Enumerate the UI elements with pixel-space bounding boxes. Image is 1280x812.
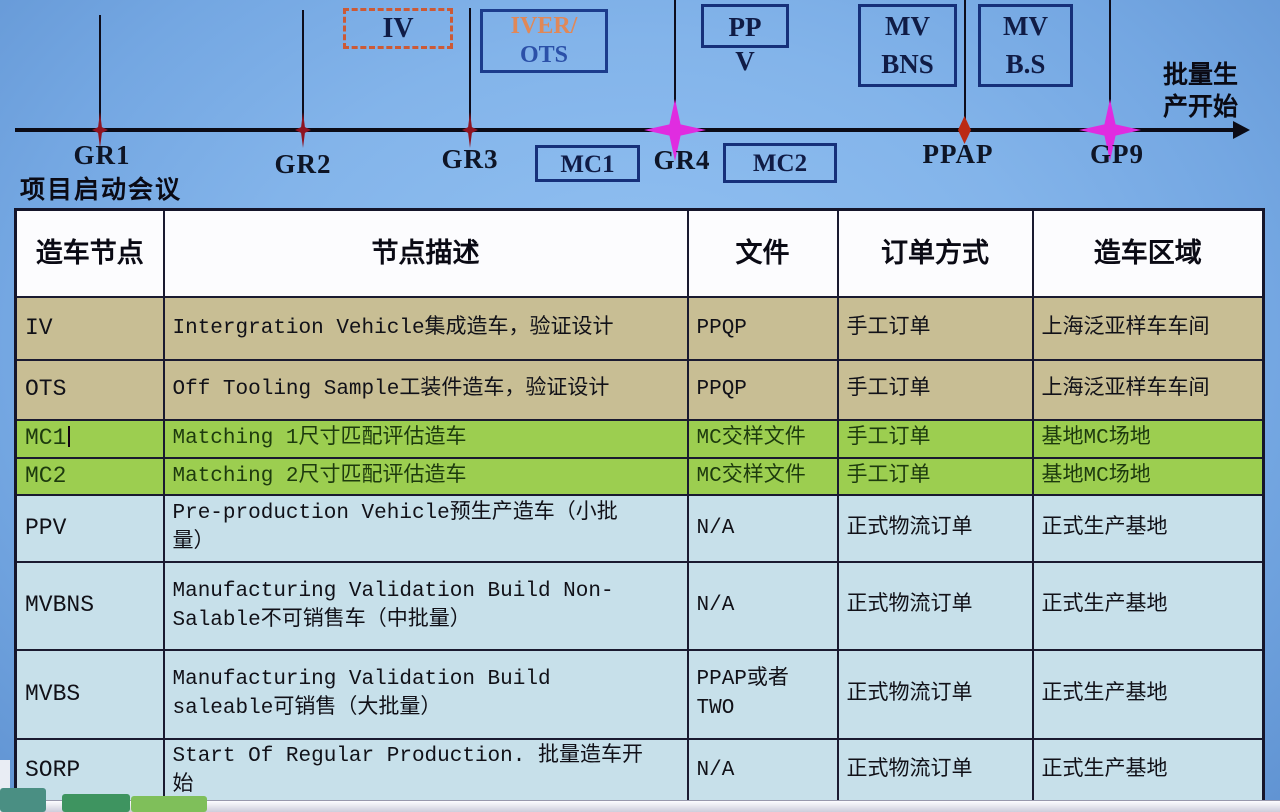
cell-area: 上海泛亚样车车间 — [1031, 358, 1265, 421]
gr1-tick-line — [99, 15, 101, 130]
text-cursor — [68, 426, 71, 447]
timeline-axis — [15, 128, 1237, 132]
ppv-overflow-label: V — [735, 46, 755, 76]
cell-node: MVBS — [14, 648, 165, 740]
iver-ots-phase-box: IVER/ OTS — [480, 9, 608, 73]
ppv-phase-box: PP — [701, 4, 789, 48]
header-build-node: 造车节点 — [14, 208, 165, 298]
table-row: MC1 Matching 1尺寸匹配评估造车 MC交样文件 手工订单 基地MC场… — [14, 418, 1265, 459]
table-header-row: 造车节点 节点描述 文件 订单方式 造车区域 — [14, 208, 1265, 298]
header-node-desc: 节点描述 — [162, 208, 689, 298]
cell-doc: PPAP或者 TWO — [686, 648, 839, 740]
window-bottom-bar — [0, 800, 1280, 812]
mvbs-line2: B.S — [1005, 49, 1046, 79]
table-row: MVBS Manufacturing Validation Build sale… — [14, 648, 1265, 740]
cell-area: 基地MC场地 — [1031, 418, 1265, 459]
build-node-table-grid: 造车节点 节点描述 文件 订单方式 造车区域 IV Intergration V… — [14, 208, 1265, 805]
table-row: MC2 Matching 2尺寸匹配评估造车 MC交样文件 手工订单 基地MC场… — [14, 456, 1265, 496]
project-kickoff-note: 项目启动会议 — [20, 177, 183, 204]
cell-doc: N/A — [686, 737, 839, 804]
cell-area: 正式生产基地 — [1031, 493, 1265, 563]
cell-desc: Manufacturing Validation Build saleable可… — [162, 648, 689, 740]
header-order-method: 订单方式 — [836, 208, 1034, 298]
table-row: SORP Start Of Regular Production. 批量造车开 … — [14, 737, 1265, 804]
cell-desc: Pre-production Vehicle预生产造车（小批 量） — [162, 493, 689, 563]
cell-desc: Matching 1尺寸匹配评估造车 — [162, 418, 689, 459]
cell-order: 手工订单 — [836, 418, 1034, 459]
iver-label: IVER/ — [510, 13, 578, 39]
cell-doc: MC交样文件 — [686, 418, 839, 459]
cell-node-editing[interactable]: MC1 — [14, 418, 165, 459]
gp9-tick-line — [1109, 0, 1111, 130]
background-patch — [0, 788, 46, 812]
cell-area: 基地MC场地 — [1031, 456, 1265, 496]
gr3-marker-icon — [462, 112, 478, 148]
cell-doc: PPQP — [686, 358, 839, 421]
mvbns-line1: MV — [885, 11, 930, 41]
cell-desc: Start Of Regular Production. 批量造车开 始 — [162, 737, 689, 804]
mc2-phase-box: MC2 — [723, 143, 837, 183]
cell-area: 上海泛亚样车车间 — [1031, 295, 1265, 361]
cell-order: 手工订单 — [836, 456, 1034, 496]
cell-doc: PPQP — [686, 295, 839, 361]
header-build-area: 造车区域 — [1031, 208, 1265, 298]
cell-node: MC2 — [14, 456, 165, 496]
cell-desc: Off Tooling Sample工装件造车，验证设计 — [162, 358, 689, 421]
cell-node: IV — [14, 295, 165, 361]
iv-phase-box: IV — [343, 8, 453, 49]
left-edge-sliver — [0, 760, 10, 812]
mvbs-phase-box: MV B.S — [978, 4, 1073, 87]
timeline-arrowhead-icon — [1233, 121, 1250, 139]
background-patch — [62, 794, 130, 812]
milestone-label-gr4: GR4 — [653, 145, 711, 175]
milestone-label-ppap: PPAP — [922, 139, 994, 169]
table-row: MVBNS Manufacturing Validation Build Non… — [14, 560, 1265, 651]
cell-node: OTS — [14, 358, 165, 421]
cell-doc: N/A — [686, 560, 839, 651]
cell-area: 正式生产基地 — [1031, 648, 1265, 740]
cell-desc: Matching 2尺寸匹配评估造车 — [162, 456, 689, 496]
sop-label: 批量生产开始 — [1163, 62, 1239, 121]
milestone-label-gr2: GR2 — [274, 149, 332, 179]
cell-node: MVBNS — [14, 560, 165, 651]
cell-order: 正式物流订单 — [836, 648, 1034, 740]
cell-doc: MC交样文件 — [686, 456, 839, 496]
milestone-label-gr3: GR3 — [441, 144, 499, 174]
ots-label: OTS — [519, 42, 569, 68]
mvbns-phase-box: MV BNS — [858, 4, 957, 87]
gr2-marker-icon — [295, 112, 311, 148]
mvbns-line2: BNS — [881, 49, 934, 79]
cell-order: 正式物流订单 — [836, 737, 1034, 804]
cell-order: 正式物流订单 — [836, 560, 1034, 651]
milestone-label-gr1: GR1 — [73, 140, 131, 170]
header-document: 文件 — [686, 208, 839, 298]
gr2-tick-line — [302, 10, 304, 130]
cell-doc: N/A — [686, 493, 839, 563]
cell-order: 手工订单 — [836, 358, 1034, 421]
build-node-table: 造车节点 节点描述 文件 订单方式 造车区域 IV Intergration V… — [14, 208, 1265, 805]
milestone-label-gp9: GP9 — [1090, 139, 1144, 169]
table-row: IV Intergration Vehicle集成造车，验证设计 PPQP 手工… — [14, 295, 1265, 361]
mvbs-line1: MV — [1003, 11, 1048, 41]
table-row: OTS Off Tooling Sample工装件造车，验证设计 PPQP 手工… — [14, 358, 1265, 421]
gr4-tick-line — [674, 0, 676, 130]
cell-area: 正式生产基地 — [1031, 560, 1265, 651]
background-patch — [131, 796, 207, 812]
cell-area: 正式生产基地 — [1031, 737, 1265, 804]
cell-order: 正式物流订单 — [836, 493, 1034, 563]
mc1-phase-box: MC1 — [535, 145, 640, 182]
ppap-tick-line — [964, 0, 966, 130]
ppap-marker-icon — [958, 116, 971, 144]
gr3-tick-line — [469, 8, 471, 130]
cell-desc: Intergration Vehicle集成造车，验证设计 — [162, 295, 689, 361]
cell-desc: Manufacturing Validation Build Non- Sala… — [162, 560, 689, 651]
cell-order: 手工订单 — [836, 295, 1034, 361]
table-row: PPV Pre-production Vehicle预生产造车（小批 量） N/… — [14, 493, 1265, 563]
cell-node: PPV — [14, 493, 165, 563]
